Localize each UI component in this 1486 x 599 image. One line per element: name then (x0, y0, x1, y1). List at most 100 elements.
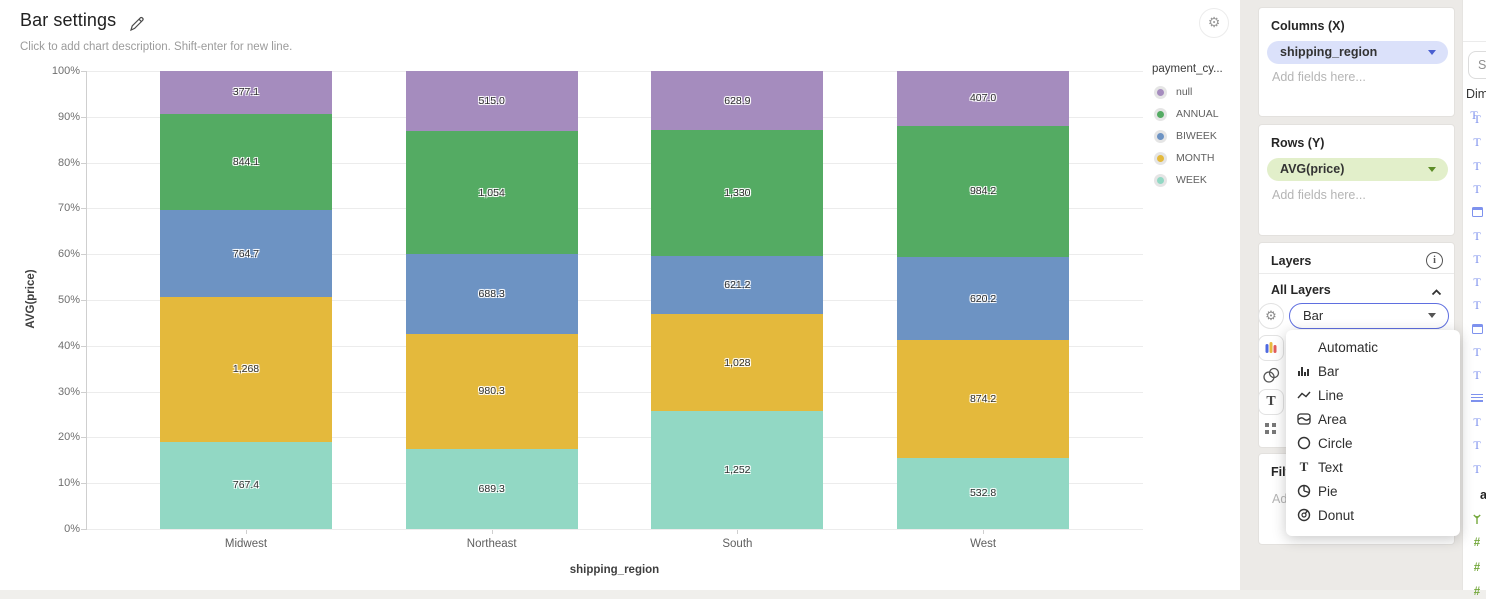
text-field-icon: T (1473, 251, 1481, 266)
bar-segment-BIWEEK[interactable] (897, 257, 1070, 341)
dimension-field-row[interactable]: T (1470, 415, 1484, 429)
dimension-field-row[interactable]: T (1470, 252, 1484, 266)
bar-segment-MONTH[interactable] (897, 340, 1070, 458)
menu-item-donut[interactable]: Donut (1286, 503, 1460, 527)
dimension-field-row[interactable]: T (1470, 182, 1484, 196)
bar-segment-WEEK[interactable] (160, 441, 332, 529)
chevron-down-icon[interactable] (1428, 50, 1436, 55)
rows-add-fields-placeholder[interactable]: Add fields here... (1272, 188, 1366, 202)
bar-segment-BIWEEK[interactable] (160, 210, 332, 298)
circle-mark-icon (1296, 435, 1312, 451)
bar-segment-ANNUAL[interactable] (897, 125, 1070, 258)
divider (1463, 41, 1486, 42)
area-chart-icon (1296, 411, 1312, 427)
menu-item-automatic[interactable]: Automatic (1286, 335, 1460, 359)
pie-chart-icon (1296, 483, 1312, 499)
bar-value-label: 1,252 (724, 464, 751, 476)
chevron-down-icon[interactable] (1428, 167, 1436, 172)
menu-item-line[interactable]: Line (1286, 383, 1460, 407)
y-tick (81, 254, 86, 256)
search-input[interactable]: Search... (1468, 51, 1486, 79)
x-tick-label: South (722, 538, 753, 550)
edit-pencil-icon[interactable] (128, 15, 146, 33)
text-field-icon: T (1473, 135, 1481, 150)
y-tick (81, 116, 86, 118)
columns-add-fields-placeholder[interactable]: Add fields here... (1272, 70, 1366, 84)
legend-label: WEEK (1176, 174, 1207, 186)
menu-item-circle[interactable]: Circle (1286, 431, 1460, 455)
chart-title[interactable]: Bar settings (20, 10, 117, 30)
measure-field-row[interactable] (1470, 512, 1484, 526)
bar-segment-null[interactable] (160, 71, 332, 114)
bar-segment-MONTH[interactable] (160, 297, 332, 442)
layers-header: Layers (1271, 254, 1312, 268)
columns-field-pill[interactable]: shipping_region (1267, 41, 1448, 64)
y-gridline (87, 71, 1143, 72)
dimension-field-row[interactable]: T (1470, 298, 1484, 312)
dimension-field-row[interactable]: T (1470, 229, 1484, 243)
bar-segment-WEEK[interactable] (405, 448, 578, 529)
bar-segment-WEEK[interactable] (897, 457, 1070, 529)
rows-field-pill[interactable]: AVG(price) (1267, 158, 1448, 181)
bar-segment-MONTH[interactable] (405, 334, 578, 449)
menu-item-area[interactable]: Area (1286, 407, 1460, 431)
y-tick (81, 483, 86, 485)
text-mark-icon[interactable]: T (1258, 389, 1284, 415)
bar-segment-WEEK[interactable] (651, 411, 824, 529)
layer-settings-gear-icon[interactable]: ⚙ (1258, 303, 1284, 329)
y-tick-label: 0% (64, 523, 80, 535)
menu-item-bar[interactable]: Bar (1286, 359, 1460, 383)
color-marks-icon[interactable] (1258, 335, 1284, 361)
number-field-icon: # (1473, 561, 1481, 574)
bar-segment-null[interactable] (405, 71, 578, 132)
menu-item-label: Circle (1318, 435, 1353, 451)
size-grid-icon[interactable] (1258, 416, 1284, 442)
layer-type-menu: Automatic Bar Line Area Circle (1286, 330, 1460, 536)
opacity-circles-icon[interactable] (1258, 362, 1284, 388)
info-icon[interactable]: i (1426, 252, 1443, 269)
bar-value-label: 984.2 (969, 185, 997, 198)
tree-field-icon (1470, 512, 1484, 529)
bar-segment-ANNUAL[interactable] (405, 131, 578, 254)
bar-segment-null[interactable] (897, 71, 1070, 126)
chevron-up-icon[interactable] (1431, 285, 1442, 296)
dimension-field-row[interactable]: T (1470, 112, 1484, 126)
dimension-field-row[interactable] (1470, 205, 1484, 219)
menu-item-label: Pie (1318, 483, 1338, 499)
measure-field-row[interactable]: # (1470, 585, 1484, 599)
bar-segment-null[interactable] (651, 71, 824, 131)
chart-settings-gear-icon[interactable]: ⚙ (1199, 8, 1229, 38)
y-tick-label: 100% (51, 65, 80, 77)
bar-segment-BIWEEK[interactable] (405, 253, 578, 335)
text-field-icon: T (1473, 298, 1481, 313)
measure-field-row[interactable]: # (1470, 536, 1484, 550)
chevron-down-icon (1428, 313, 1436, 318)
bar-chart-icon (1296, 363, 1312, 379)
chart-description-placeholder[interactable]: Click to add chart description. Shift-en… (20, 41, 293, 53)
y-gridline (87, 254, 1143, 256)
legend-label: ANNUAL (1176, 108, 1219, 120)
donut-chart-icon (1296, 507, 1312, 523)
bar-value-label: 874.2 (969, 393, 997, 406)
measure-field-row[interactable]: # (1470, 561, 1484, 575)
bar-segment-ANNUAL[interactable] (651, 130, 824, 256)
menu-item-text[interactable]: T Text (1286, 455, 1460, 479)
dimension-field-row[interactable] (1470, 392, 1484, 406)
layer-type-select[interactable]: Bar (1289, 303, 1449, 329)
text-field-icon: T (1473, 368, 1481, 383)
bar-segment-ANNUAL[interactable] (160, 113, 332, 211)
dimension-field-row[interactable]: T (1470, 159, 1484, 173)
bar-segment-MONTH[interactable] (651, 314, 824, 411)
dimension-field-row[interactable] (1470, 322, 1484, 336)
dimension-field-row[interactable]: T (1470, 135, 1484, 149)
dimension-field-row[interactable]: T (1470, 462, 1484, 476)
menu-item-pie[interactable]: Pie (1286, 479, 1460, 503)
dimension-field-row[interactable]: T (1470, 438, 1484, 452)
dimension-field-row[interactable]: T (1470, 275, 1484, 289)
dimension-field-row[interactable]: T (1470, 345, 1484, 359)
bar-segment-BIWEEK[interactable] (651, 255, 824, 315)
dimension-field-row[interactable]: T (1470, 368, 1484, 382)
bar-value-label: 689.3 (478, 482, 505, 495)
bar-value-label: 980.3 (478, 385, 505, 398)
